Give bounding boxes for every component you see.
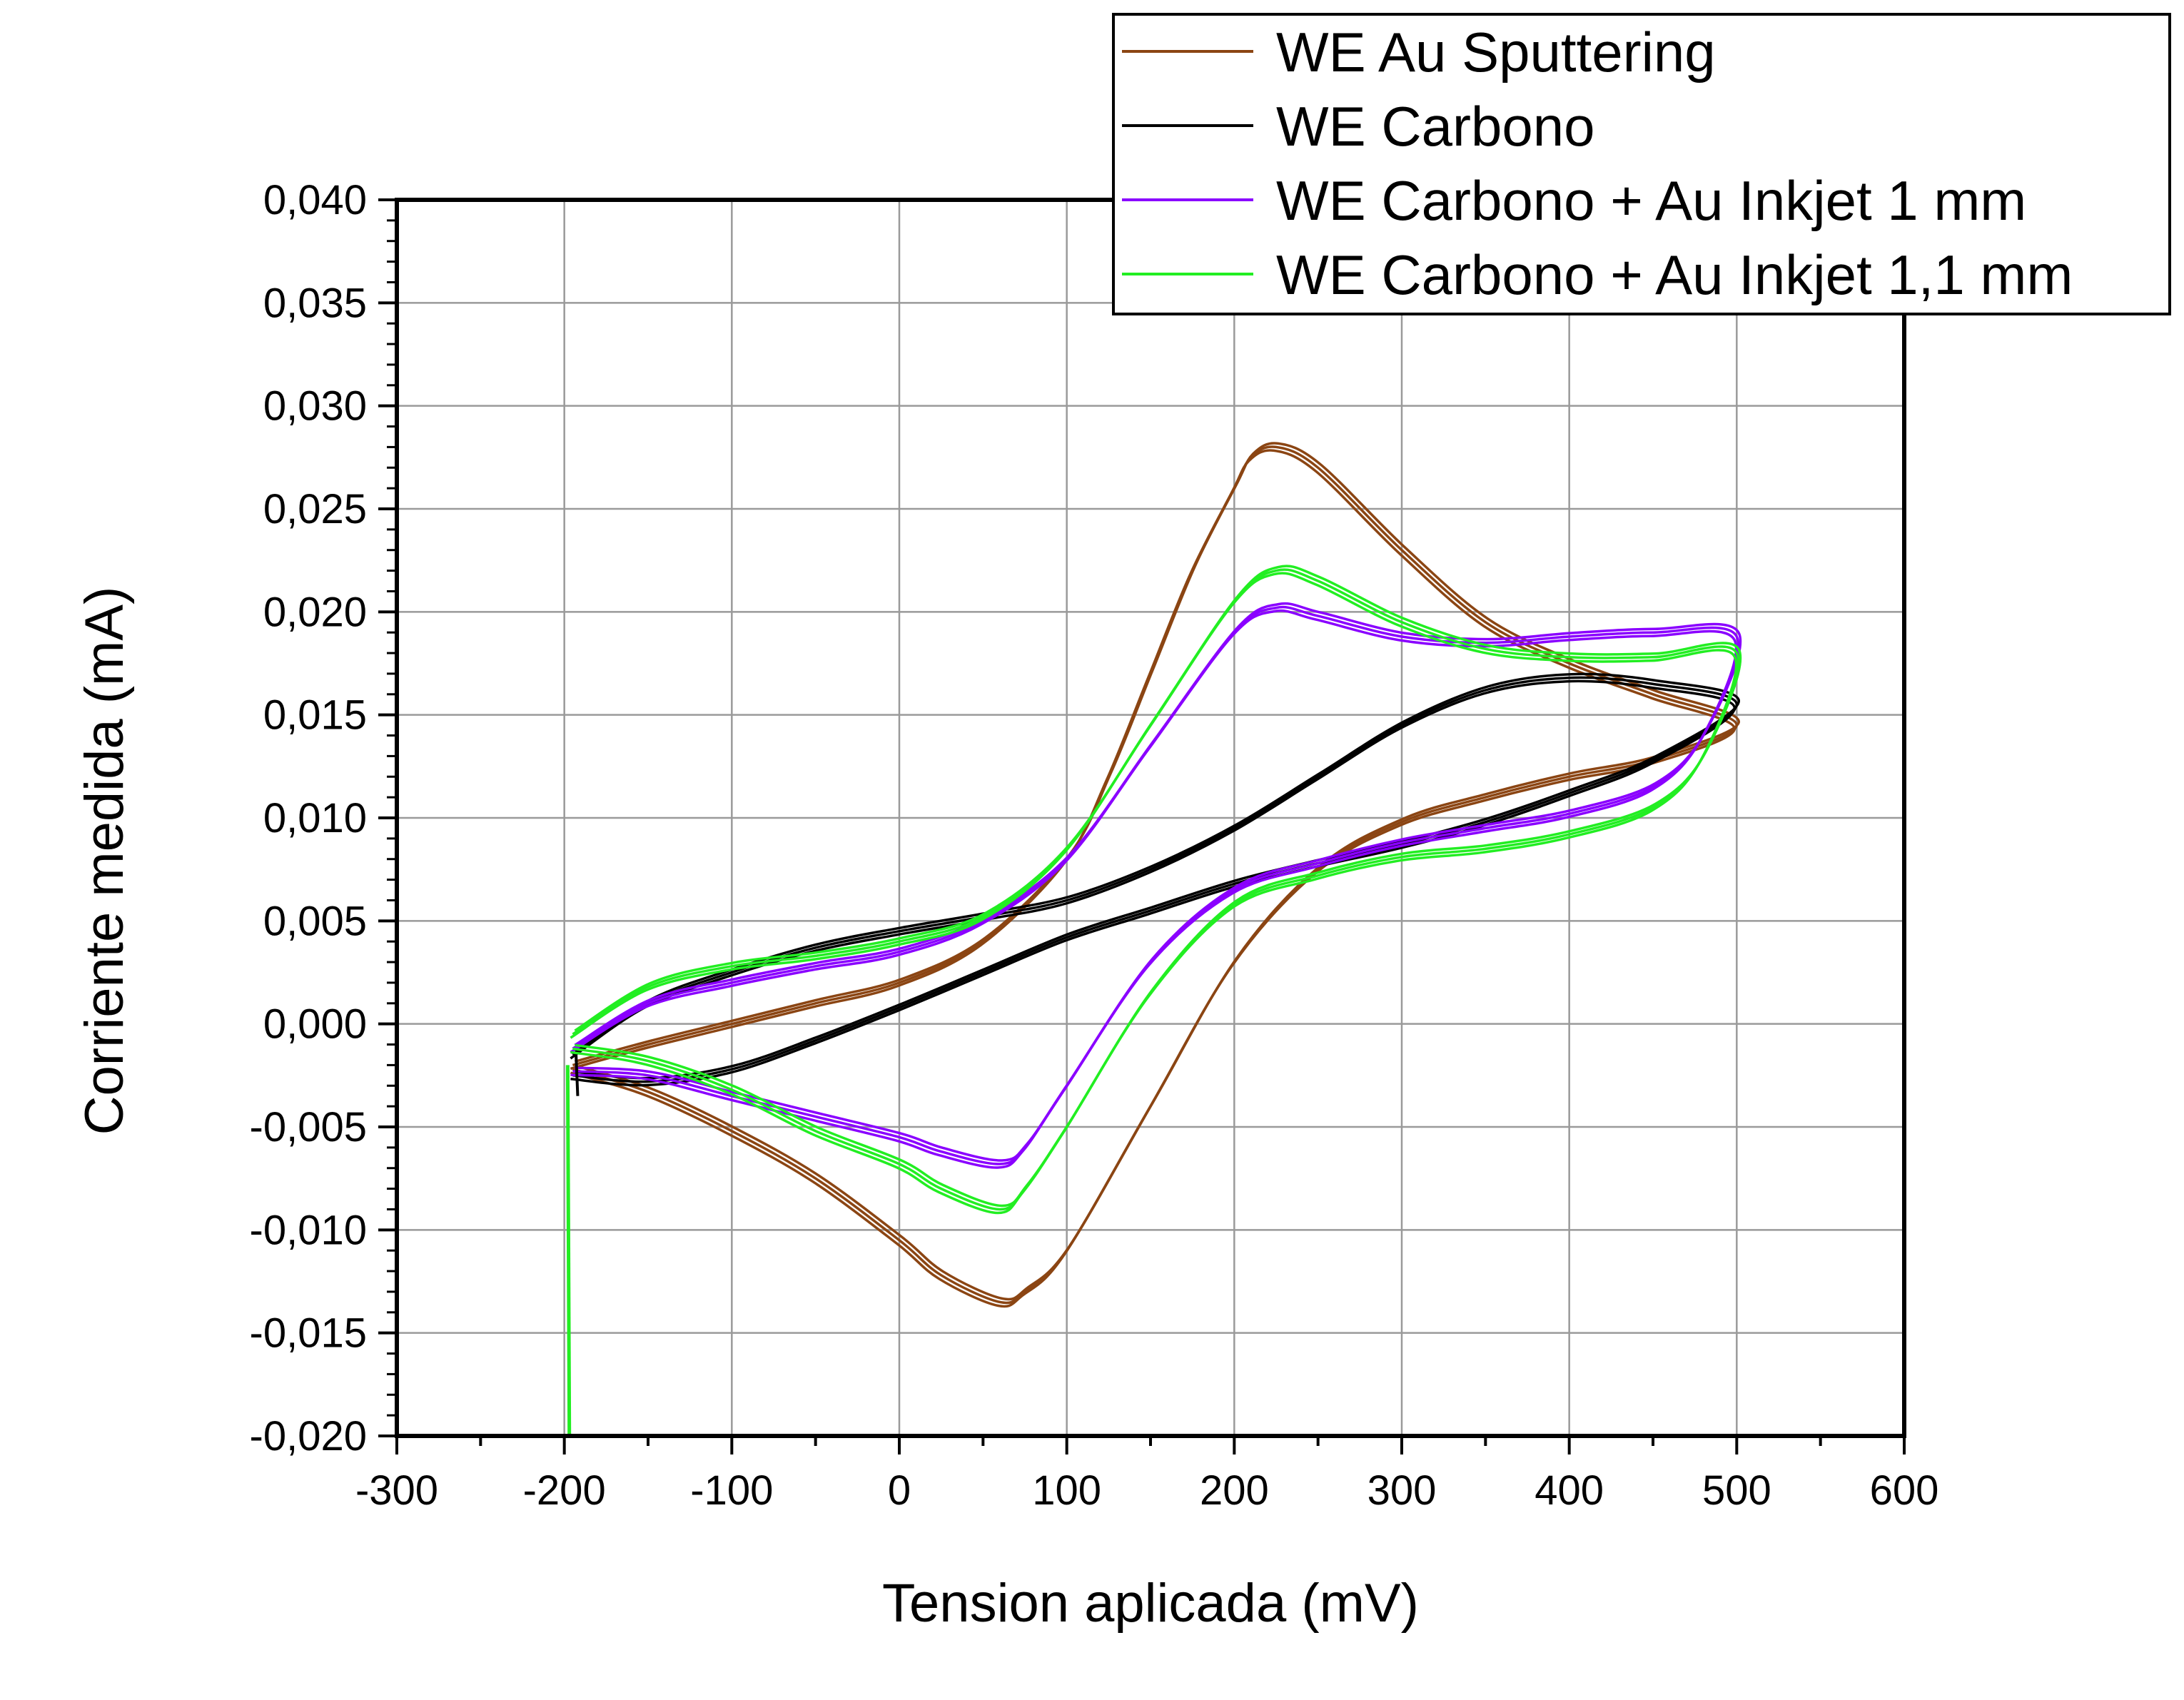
legend-label: WE Carbono + Au Inkjet 1,1 mm	[1276, 243, 2073, 306]
legend-label: WE Carbono + Au Inkjet 1 mm	[1276, 169, 2026, 232]
x-tick-label: -300	[355, 1467, 438, 1514]
x-tick-label: 0	[888, 1467, 911, 1514]
x-tick-label: -100	[690, 1467, 773, 1514]
y-tick-label: -0,015	[250, 1310, 367, 1357]
start-transient-line	[575, 1054, 580, 1096]
series-line-cycle	[570, 572, 1738, 1215]
x-tick-label: 200	[1200, 1467, 1269, 1514]
x-tick-label: 300	[1367, 1467, 1437, 1514]
x-tick-label: 400	[1535, 1467, 1604, 1514]
series-line-cycle	[570, 449, 1736, 1308]
y-tick-label: 0,005	[263, 898, 367, 944]
y-tick-label: 0,010	[263, 795, 367, 841]
start-transient-line	[565, 1065, 572, 1437]
series-line-cycle	[570, 609, 1738, 1169]
x-tick-labels: -300 -200 -100 0 100 200 300 400 500 600	[355, 1467, 1938, 1514]
y-tick-label: 0,025	[263, 486, 367, 532]
y-tick-labels: -0,020 -0,015 -0,010 -0,005 0,000 0,005 0,010 0…	[250, 177, 367, 1459]
legend-label: WE Au Sputtering	[1276, 21, 1716, 84]
y-tick-label: 0,020	[263, 589, 367, 635]
y-tick-label: 0,040	[263, 177, 367, 223]
x-tick-label: 600	[1870, 1467, 1939, 1514]
x-tick-label: 100	[1032, 1467, 1101, 1514]
y-tick-label: 0,030	[263, 383, 367, 430]
y-tick-label: 0,035	[263, 280, 367, 326]
y-tick-label: -0,005	[250, 1104, 367, 1150]
legend: WE Au Sputtering WE Carbono WE Carbono + A…	[1112, 13, 2171, 315]
major-ticks	[378, 198, 1906, 1454]
y-tick-label: 0,000	[263, 1001, 367, 1048]
series-we-carbono-au-inkjet-1-1-mm	[570, 565, 1742, 1215]
legend-entries: WE Au Sputtering WE Carbono WE Carbono + A…	[1122, 21, 2073, 306]
x-tick-label: 500	[1702, 1467, 1771, 1514]
y-tick-label: -0,020	[250, 1413, 367, 1459]
legend-box	[1112, 13, 2171, 315]
series-line-cycle	[574, 672, 1741, 1080]
series-lines	[565, 442, 1742, 1437]
legend-label: WE Carbono	[1276, 95, 1595, 158]
y-tick-label: 0,015	[263, 692, 367, 739]
y-axis-title: Corriente medida (mA)	[74, 587, 135, 1135]
x-axis-title: Tension aplicada (mV)	[882, 1573, 1419, 1634]
x-tick-label: -200	[523, 1467, 606, 1514]
y-tick-label: -0,010	[250, 1207, 367, 1253]
